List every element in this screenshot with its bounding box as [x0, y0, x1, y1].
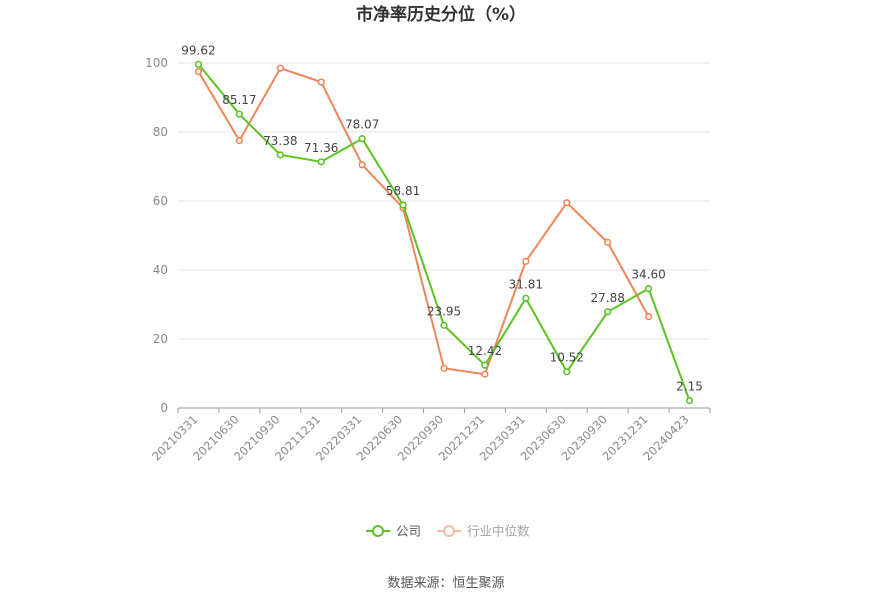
data-label: 99.62	[181, 43, 215, 57]
data-point-1	[604, 238, 612, 246]
data-label: 85.17	[222, 93, 256, 107]
legend-swatch-marker	[372, 525, 384, 537]
y-tick-label: 0	[160, 401, 168, 415]
data-label: 31.81	[509, 277, 543, 291]
data-point-0	[440, 321, 448, 329]
data-point-1	[194, 68, 203, 76]
data-point-0	[235, 110, 243, 118]
data-point-0	[317, 158, 325, 166]
data-point-1	[358, 161, 366, 169]
x-axis: 2021033120210630202109302021123120220331…	[149, 407, 711, 464]
data-point-0	[399, 201, 407, 209]
source-note: 数据来源：恒生聚源	[387, 576, 504, 591]
data-point-0	[645, 285, 653, 293]
data-point-0	[276, 151, 284, 159]
data-label: 34.60	[631, 268, 665, 282]
data-label: 71.36	[304, 141, 338, 155]
legend: 公司 行业中位数	[366, 524, 530, 539]
data-point-0	[522, 294, 530, 302]
y-axis: 0 20 40 60 80 100	[145, 56, 168, 415]
legend-swatch-marker	[443, 525, 455, 537]
data-point-1	[276, 64, 284, 72]
data-point-0	[481, 361, 489, 369]
data-point-0	[563, 368, 571, 376]
data-point-0	[358, 135, 366, 143]
data-label: 73.38	[263, 134, 297, 148]
y-tick-label: 100	[145, 56, 168, 70]
y-tick-label: 40	[153, 263, 168, 277]
y-tick-label: 60	[153, 194, 168, 208]
data-point-1	[440, 364, 448, 372]
data-label: 12.42	[468, 344, 502, 358]
data-label: 23.95	[427, 304, 461, 318]
grid-lines	[178, 62, 710, 340]
legend-item-1[interactable]: 行业中位数	[437, 524, 530, 539]
data-point-1	[645, 312, 653, 321]
data-point-0	[604, 308, 612, 316]
data-label: 10.52	[550, 351, 584, 365]
data-point-0	[194, 60, 203, 68]
legend-label: 公司	[396, 524, 421, 539]
data-label: 27.88	[591, 291, 625, 305]
series-layer	[194, 60, 694, 405]
data-point-1	[317, 78, 325, 86]
y-tick-label: 80	[153, 125, 168, 139]
data-point-1	[235, 137, 243, 145]
series-line-0	[197, 63, 691, 401]
data-labels: 99.62 85.17 73.38 71.36 78.07 58.81 23.95 12.42…	[181, 43, 703, 393]
data-point-0	[685, 396, 694, 405]
legend-item-0[interactable]: 公司	[366, 524, 421, 539]
data-label: 78.07	[345, 118, 379, 132]
series-line-1	[197, 67, 650, 376]
data-label: 2.15	[676, 380, 703, 394]
data-point-1	[563, 199, 571, 207]
chart-title: 市净率历史分位（%）	[356, 4, 526, 25]
y-tick-label: 20	[153, 332, 168, 346]
data-point-1	[522, 257, 530, 265]
legend-label: 行业中位数	[467, 524, 530, 539]
data-point-1	[481, 370, 489, 378]
data-label: 58.81	[386, 184, 420, 198]
